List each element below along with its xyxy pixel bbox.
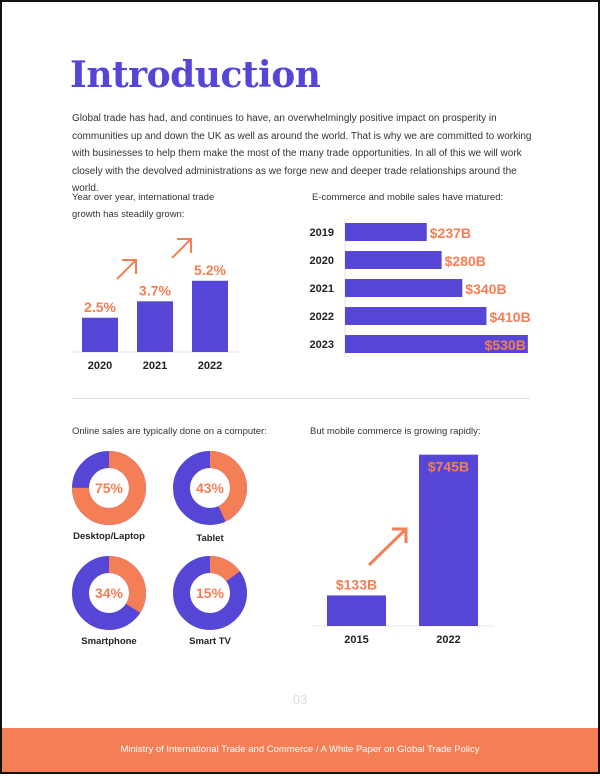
ecommerce-value-label: $280B [445,253,486,269]
ecommerce-value-label: $530B [485,337,526,353]
growth-year-label: 2021 [143,360,167,372]
page-title: Introduction [70,54,321,96]
ecommerce-bar [345,307,487,325]
ecommerce-value-label: $237B [430,225,471,241]
divider [72,398,530,399]
donut-value-label: 75% [95,480,124,496]
ecommerce-year-label: 2021 [310,283,334,295]
donut-segment [173,556,247,630]
mobile-year-label: 2022 [436,634,460,646]
up-arrow-icon [171,238,192,259]
ecommerce-year-label: 2022 [310,311,334,323]
ecommerce-bar [345,223,427,241]
donut-category-label: Desktop/Laptop [73,531,145,542]
ecommerce-year-label: 2023 [310,339,334,351]
donut-value-label: 15% [196,585,225,601]
mobile-value-label: $745B [428,459,469,475]
ecommerce-caption: E-commerce and mobile sales have matured… [312,192,504,203]
mobile-bar [419,454,478,626]
up-arrow-icon [116,259,137,280]
intro-paragraph: Global trade has had, and continues to h… [72,113,532,194]
ecommerce-value-label: $340B [465,281,506,297]
page-number: 03 [292,692,308,707]
ecommerce-bar [345,279,463,297]
donut-value-label: 43% [196,480,225,496]
growth-value-label: 2.5% [84,299,116,315]
growth-bar [192,280,228,352]
growth-year-label: 2022 [198,360,222,372]
mobile-year-label: 2015 [344,634,368,646]
growth-value-label: 3.7% [139,282,171,298]
growth-bar [82,317,118,352]
donut-category-label: Tablet [196,533,224,544]
growth-bar [137,301,173,352]
ecommerce-bar [345,251,442,269]
growth-caption: Year over year, international trade grow… [72,192,215,220]
growth-value-label: 5.2% [194,262,226,278]
donut-segment [173,451,247,525]
donut-segment [72,451,146,525]
ecommerce-year-label: 2020 [310,255,334,267]
ecommerce-bar [345,335,528,353]
growth-year-label: 2020 [88,360,112,372]
devices-caption: Online sales are typically done on a com… [72,426,267,437]
up-arrow-icon [367,527,408,567]
donut-category-label: Smartphone [81,636,136,647]
donut-value-label: 34% [95,585,124,601]
mobile-value-label: $133B [336,576,377,592]
mobile-caption: But mobile commerce is growing rapidly: [310,426,481,437]
ecommerce-value-label: $410B [489,309,530,325]
ecommerce-year-label: 2019 [310,227,334,239]
mobile-bar [327,595,386,626]
donut-segment [72,556,146,630]
donut-category-label: Smart TV [189,636,231,647]
footer: Ministry of International Trade and Comm… [2,728,598,772]
